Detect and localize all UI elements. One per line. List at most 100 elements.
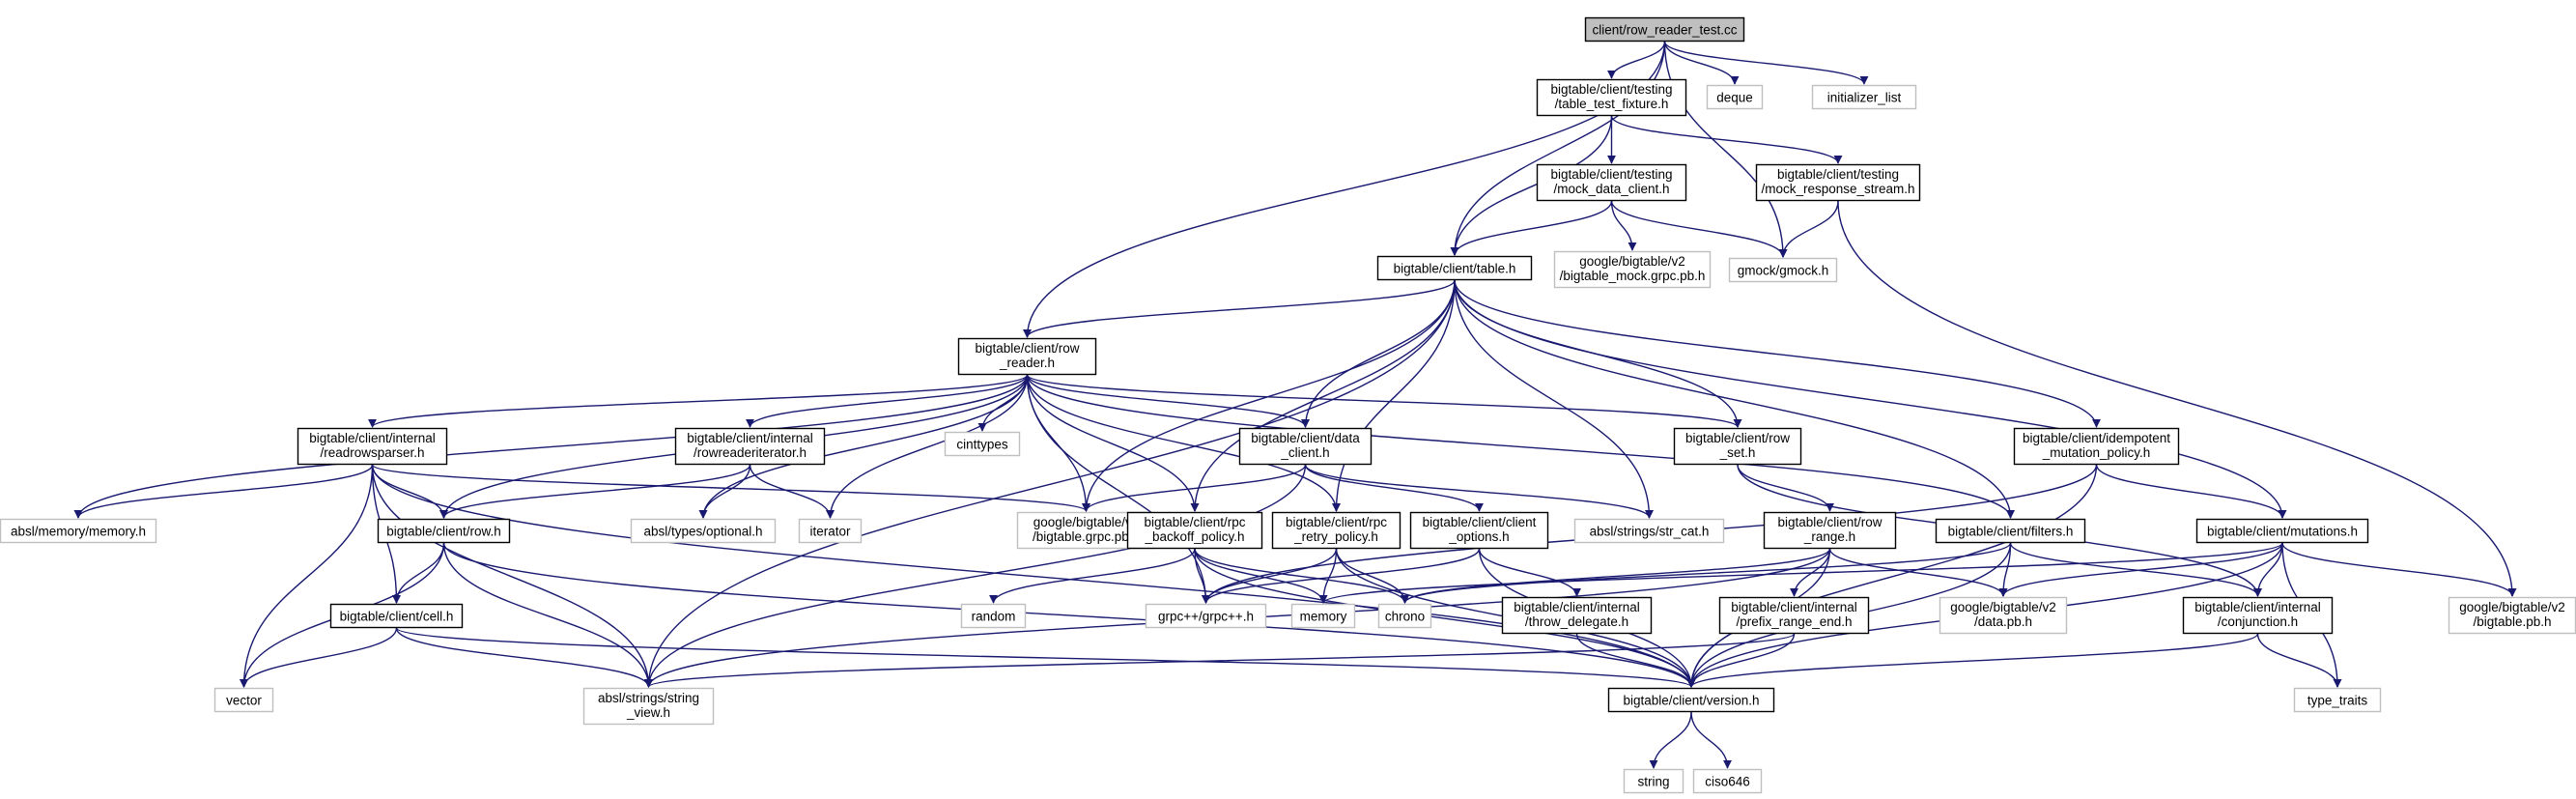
node-prefix-range-end[interactable]: bigtable/client/internal/prefix_range_en…	[1718, 596, 1870, 635]
edge-arrow	[240, 627, 398, 688]
node-box	[1238, 427, 1373, 466]
node-label: _options.h	[1448, 529, 1509, 544]
node-data-client[interactable]: bigtable/client/data_client.h	[1238, 427, 1373, 466]
edge-arrow	[1737, 464, 1834, 512]
node-memory: memory	[1290, 603, 1356, 629]
node-client-options[interactable]: bigtable/client/client_options.h	[1409, 511, 1549, 550]
node-label: bigtable/client/client	[1423, 515, 1537, 529]
node-label: string	[1637, 775, 1669, 789]
node-rpc-backoff[interactable]: bigtable/client/rpc_backoff_policy.h	[1126, 511, 1263, 550]
edge-arrow	[1401, 548, 1831, 604]
node-label: bigtable/client/data	[1251, 431, 1360, 445]
edge-arrow	[1454, 279, 1654, 519]
node-bigtable-pb: google/bigtable/v2/bigtable.pb.h	[2448, 596, 2576, 635]
edge-arrow	[73, 374, 1029, 519]
edge-arrow	[1663, 41, 1740, 85]
node-box	[329, 603, 464, 629]
include-edge	[1686, 464, 2098, 688]
edge-arrow	[1454, 279, 2015, 519]
node-box	[1584, 16, 1745, 43]
node-label: grpc++/grpc++.h	[1158, 610, 1254, 624]
node-box	[2293, 687, 2382, 713]
include-edge	[1190, 279, 1456, 512]
include-edge	[1401, 548, 1831, 604]
node-filters[interactable]: bigtable/client/filters.h	[1935, 518, 2086, 544]
include-edge	[240, 464, 374, 688]
node-label: iterator	[809, 525, 851, 539]
include-edge	[644, 279, 1456, 688]
include-edge	[1450, 200, 1613, 256]
node-string: string	[1623, 768, 1684, 794]
edge-arrow	[1828, 548, 2008, 597]
include-edge	[1318, 548, 1338, 604]
include-edge	[2095, 464, 2287, 519]
node-label: /throw_delegate.h	[1525, 614, 1628, 629]
edge-arrow	[1663, 41, 1788, 258]
node-label: absl/memory/memory.h	[11, 525, 146, 539]
edge-arrow	[2095, 464, 2287, 519]
node-label: _retry_policy.h	[1293, 529, 1378, 544]
node-label: bigtable/client/row.h	[386, 525, 501, 539]
node-conjunction[interactable]: bigtable/client/internal/conjunction.h	[2182, 596, 2334, 635]
edge-arrow	[1401, 542, 2012, 604]
node-label: /table_test_fixture.h	[1555, 97, 1669, 111]
include-edge	[1023, 279, 1456, 338]
node-cell[interactable]: bigtable/client/cell.h	[329, 603, 464, 629]
include-edge	[1478, 548, 1581, 597]
node-throw-delegate[interactable]: bigtable/client/internal/throw_delegate.…	[1501, 596, 1653, 635]
node-mutations[interactable]: bigtable/client/mutations.h	[2195, 518, 2369, 544]
node-vector: vector	[213, 687, 274, 713]
include-edge	[1686, 633, 2259, 688]
edge-arrow	[1998, 542, 2283, 597]
edge-arrow	[392, 542, 445, 604]
edge-arrow	[826, 374, 1029, 519]
edge-arrow	[1026, 374, 1210, 604]
node-box	[2013, 427, 2180, 466]
node-rpc-retry[interactable]: bigtable/client/rpc_retry_policy.h	[1271, 511, 1401, 550]
node-label: bigtable/client/table.h	[1394, 262, 1516, 276]
node-version[interactable]: bigtable/client/version.h	[1607, 687, 1775, 713]
include-edge	[1610, 115, 1843, 164]
node-label: initializer_list	[1827, 91, 1902, 105]
include-edge	[1837, 200, 2517, 597]
edge-arrow	[1454, 279, 2287, 519]
include-edge	[1401, 542, 2012, 604]
node-mock-data-client[interactable]: bigtable/client/testing/mock_data_client…	[1536, 163, 1687, 202]
node-root[interactable]: client/row_reader_test.cc	[1584, 16, 1745, 43]
node-table[interactable]: bigtable/client/table.h	[1376, 255, 1533, 281]
include-edge	[2009, 542, 2262, 597]
edge-arrow	[1663, 41, 1869, 85]
node-label: bigtable/client/row	[1777, 515, 1882, 529]
node-box	[1536, 78, 1687, 117]
node-row-reader[interactable]: bigtable/client/row_reader.h	[957, 337, 1097, 376]
include-edge	[2256, 633, 2342, 688]
node-table-test-fixture[interactable]: bigtable/client/testing/table_test_fixtu…	[1536, 78, 1687, 117]
edge-arrow	[439, 464, 751, 519]
node-label: deque	[1716, 91, 1753, 105]
node-rowreaderiterator[interactable]: bigtable/client/internal/rowreaderiterat…	[674, 427, 826, 466]
node-box	[1718, 596, 1870, 635]
include-edge	[1082, 464, 1307, 512]
node-row-range[interactable]: bigtable/client/row_range.h	[1763, 511, 1897, 550]
node-readrowsparser[interactable]: bigtable/client/internal/readrowsparser.…	[297, 427, 448, 466]
edge-arrow	[395, 627, 1696, 688]
include-edge	[1575, 633, 1696, 688]
edge-arrow	[2256, 633, 2342, 688]
include-edge	[749, 464, 835, 519]
node-row[interactable]: bigtable/client/row.h	[377, 518, 511, 544]
node-mock-response-stream[interactable]: bigtable/client/testing/mock_response_st…	[1755, 163, 1921, 202]
edge-arrow	[1607, 41, 1666, 79]
node-row-set[interactable]: bigtable/client/row_set.h	[1673, 427, 1802, 466]
node-box	[297, 427, 448, 466]
include-edge	[1454, 279, 1654, 519]
edge-arrow	[368, 374, 1029, 428]
edge-arrow	[2009, 542, 2262, 597]
node-idempotent[interactable]: bigtable/client/idempotent_mutation_poli…	[2013, 427, 2180, 466]
node-label: bigtable/client/mutations.h	[2207, 525, 2358, 539]
edge-arrow	[1318, 548, 1338, 604]
include-edge	[1998, 542, 2283, 597]
node-label: bigtable/client/internal	[309, 431, 436, 445]
node-label: bigtable/client/internal	[687, 431, 813, 445]
node-label: /rowreaderiterator.h	[694, 445, 807, 460]
